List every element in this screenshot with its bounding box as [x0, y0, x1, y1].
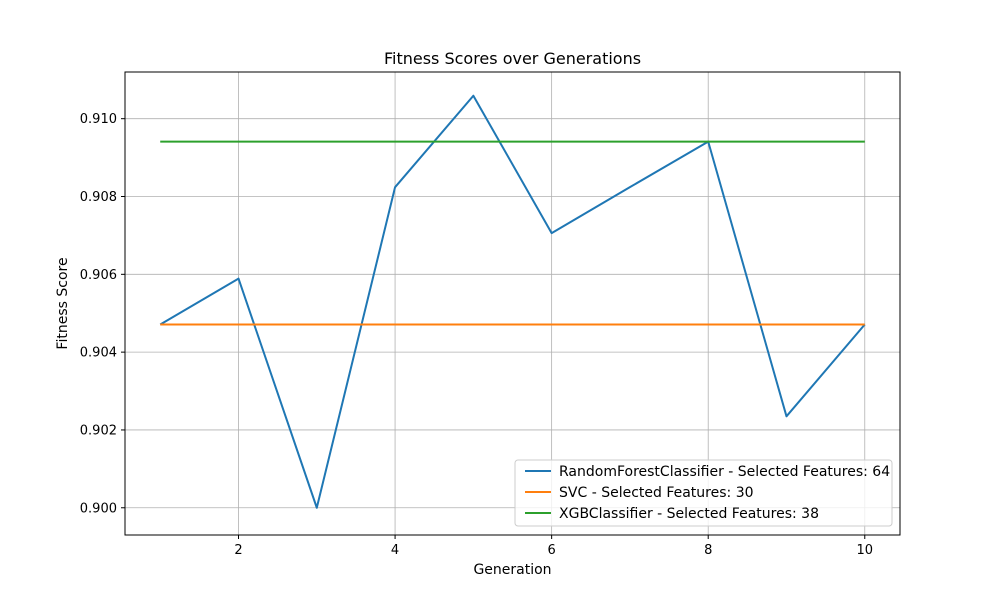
- grid: [125, 72, 900, 535]
- x-tick-label: 2: [234, 543, 242, 558]
- y-tick-label: 0.908: [80, 190, 117, 205]
- legend-box: [514, 459, 893, 527]
- y-tick-label: 0.902: [80, 423, 117, 438]
- series-layer: [159, 94, 866, 509]
- y-tick-label: 0.904: [80, 346, 117, 361]
- legend-label-0: RandomForestClassifier - Selected Featur…: [559, 464, 890, 480]
- y-axis-label: Fitness Score: [55, 257, 71, 349]
- y-tick-label: 0.910: [80, 112, 117, 127]
- ticks: 2 4 6 8 10 0.900 0.902 0.904 0.906 0.908 0.910: [80, 112, 873, 558]
- y-tick-label: 0.906: [80, 268, 117, 283]
- x-axis-label: Generation: [473, 562, 551, 578]
- x-tick-label: 10: [856, 543, 873, 558]
- x-tick-label: 6: [548, 543, 556, 558]
- legend-label-1: SVC - Selected Features: 30: [559, 485, 754, 501]
- legend: RandomForestClassifier - Selected Featur…: [514, 459, 893, 527]
- x-tick-label: 4: [391, 543, 399, 558]
- legend-label-2: XGBClassifier - Selected Features: 38: [559, 506, 819, 522]
- y-tick-label: 0.900: [80, 501, 117, 516]
- chart-title: Fitness Scores over Generations: [384, 49, 641, 68]
- x-tick-label: 8: [704, 543, 712, 558]
- series-line-0: [159, 94, 866, 509]
- plot-frame: [124, 71, 901, 536]
